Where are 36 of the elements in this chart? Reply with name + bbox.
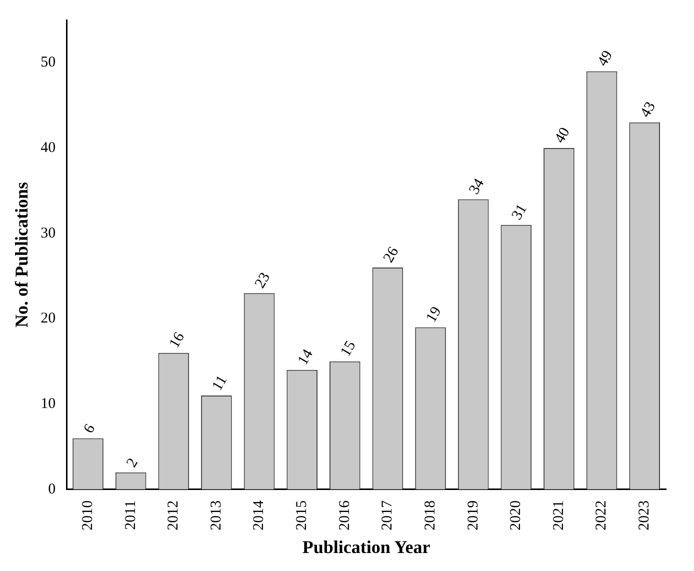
x-tick-label: 2017 (380, 500, 396, 530)
data-label: 19 (424, 304, 445, 326)
data-label: 16 (166, 329, 188, 351)
y-tick-label: 40 (40, 140, 56, 156)
data-label: 31 (509, 202, 531, 223)
y-tick-label: 50 (40, 54, 56, 71)
data-label: 43 (638, 99, 659, 120)
data-label: 49 (594, 48, 616, 70)
x-tick-label: 2010 (80, 500, 96, 530)
data-label: 2 (124, 456, 142, 470)
x-tick-label: 2019 (465, 500, 482, 530)
x-tick-label: 2014 (251, 500, 268, 530)
data-label: 23 (252, 270, 274, 292)
data-label: 6 (81, 421, 99, 436)
x-tick-label: 2018 (422, 500, 438, 530)
y-axis-title: No. of Publications (11, 182, 32, 328)
y-tick-label: 30 (40, 225, 56, 242)
y-tick-label: 10 (40, 396, 56, 412)
x-tick-label: 2013 (208, 500, 224, 530)
data-label: 15 (338, 338, 360, 360)
x-tick-label: 2022 (594, 500, 610, 530)
data-label: 40 (552, 124, 574, 146)
data-label: 11 (209, 372, 231, 394)
x-tick-label: 2016 (336, 500, 353, 530)
data-label: 26 (380, 244, 402, 266)
y-tick-label: 0 (48, 481, 56, 498)
x-tick-label: 2023 (636, 500, 653, 530)
y-tick-label: 20 (40, 310, 56, 327)
x-tick-label: 2011 (122, 500, 139, 530)
x-tick-label: 2020 (508, 500, 524, 530)
data-label: 34 (466, 176, 488, 198)
x-axis-title: Publication Year (302, 536, 430, 557)
data-label: 14 (295, 346, 317, 368)
x-tick-label: 2021 (550, 500, 567, 530)
x-tick-label: 2012 (166, 500, 182, 530)
x-tick-label: 2015 (294, 500, 310, 530)
